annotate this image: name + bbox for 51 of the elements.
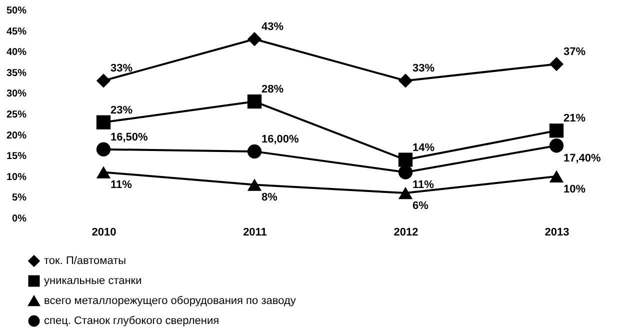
y-tick-label: 50% (6, 6, 27, 16)
data-label: 37% (564, 46, 586, 58)
data-label: 23% (110, 104, 133, 116)
data-label: 28% (262, 84, 284, 96)
data-label: 16,00% (262, 133, 300, 146)
data-label: 16,50% (110, 131, 148, 144)
data-label: 11% (110, 179, 132, 192)
point (549, 170, 564, 183)
y-tick-label: 15% (6, 151, 27, 162)
point (96, 142, 111, 156)
y-tick-label: 0% (12, 214, 27, 224)
point (398, 152, 413, 167)
legend-label: ток. П/автоматы (44, 255, 126, 267)
y-tick-label: 35% (6, 68, 27, 79)
point (398, 74, 413, 88)
legend-label: уникальные станки (44, 275, 142, 287)
point (247, 178, 262, 191)
point (247, 144, 262, 158)
point (549, 124, 564, 138)
data-label: 33% (110, 62, 133, 75)
point (247, 32, 262, 46)
data-label: 11% (412, 179, 434, 192)
data-label: 6% (412, 200, 429, 212)
point (96, 166, 111, 178)
point (96, 115, 111, 130)
y-tick-label: 25% (6, 110, 27, 120)
point (398, 186, 413, 200)
data-label: 17,40% (564, 152, 602, 165)
data-label: 21% (564, 112, 586, 125)
y-tick-label: 40% (6, 47, 27, 58)
point (96, 74, 111, 88)
point (549, 138, 564, 153)
y-tick-label: 30% (6, 88, 27, 100)
x-tick-label: 2011 (243, 226, 267, 238)
data-label: 14% (412, 142, 435, 154)
data-label: 43% (262, 21, 284, 34)
legend-label: всего металлорежущего оборудования по заводу (44, 295, 296, 307)
data-label: 10% (564, 183, 586, 196)
x-tick-label: 2013 (544, 226, 570, 238)
point (549, 57, 564, 72)
y-tick-label: 45% (6, 26, 27, 38)
legend-label: спец. Станок глубокого сверления (44, 315, 220, 327)
data-label: 8% (262, 192, 278, 204)
x-tick-label: 2010 (92, 226, 116, 238)
x-tick-label: 2012 (394, 226, 418, 238)
point (247, 94, 262, 109)
data-label: 33% (412, 62, 435, 75)
y-tick-label: 5% (12, 192, 27, 204)
y-tick-label: 10% (6, 172, 27, 183)
point (398, 165, 413, 180)
y-tick-label: 20% (6, 130, 27, 142)
